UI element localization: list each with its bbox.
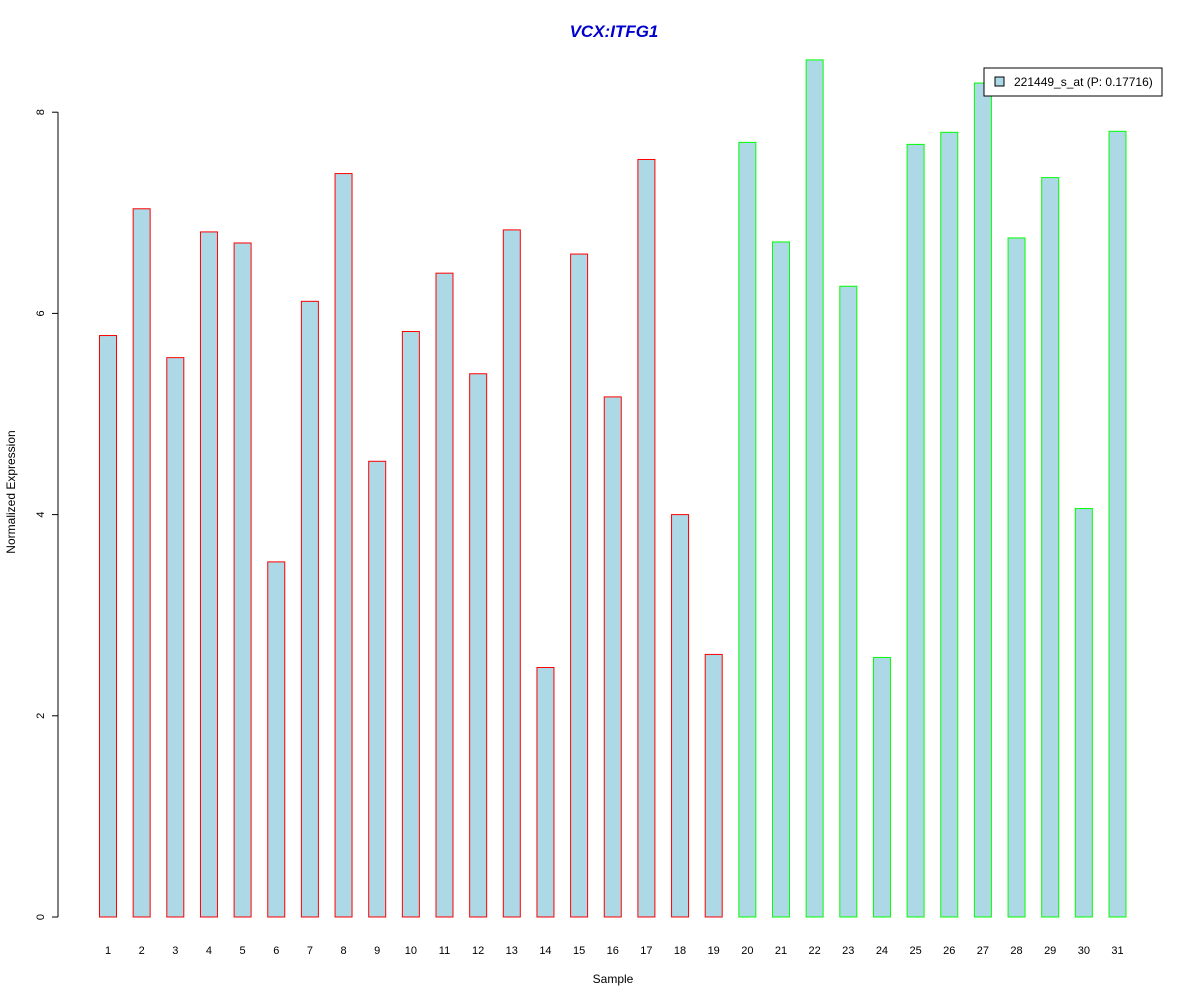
x-tick-label-15: 15 xyxy=(573,945,585,957)
y-tick-label: 2 xyxy=(35,713,47,719)
bar-sample-12 xyxy=(469,373,488,918)
bar-sample-6 xyxy=(267,561,286,918)
bar-sample-21 xyxy=(772,241,790,918)
x-tick-label-9: 9 xyxy=(374,945,380,957)
bar-sample-30 xyxy=(1074,508,1093,918)
bar-sample-13 xyxy=(502,229,521,918)
x-tick-label-2: 2 xyxy=(139,945,145,957)
y-tick-label: 0 xyxy=(35,914,47,920)
x-tick-label-3: 3 xyxy=(172,945,178,957)
bar-sample-20 xyxy=(738,141,757,918)
x-tick-label-19: 19 xyxy=(708,945,720,957)
x-tick-label-14: 14 xyxy=(539,945,551,957)
legend-swatch xyxy=(994,76,1005,87)
y-axis: 0 2 4 6 8 xyxy=(35,109,59,920)
y-axis-label: Normalized Expression xyxy=(4,430,18,553)
x-tick-label-27: 27 xyxy=(977,945,989,957)
x-tick-label-25: 25 xyxy=(909,945,921,957)
x-tick-label-22: 22 xyxy=(809,945,821,957)
bar-sample-18 xyxy=(671,514,690,918)
legend-entry-label: 221449_s_at (P: 0.17716) xyxy=(1014,75,1153,89)
bar-sample-11 xyxy=(435,272,454,918)
x-tick-label-21: 21 xyxy=(775,945,787,957)
bar-sample-2 xyxy=(132,208,151,918)
y-tick-label: 4 xyxy=(35,512,47,518)
y-tick-label: 8 xyxy=(35,109,47,115)
bar-sample-16 xyxy=(603,396,622,918)
x-tick-label-4: 4 xyxy=(206,945,212,957)
bar-sample-17 xyxy=(637,158,656,918)
x-tick-label-31: 31 xyxy=(1111,945,1123,957)
bar-sample-26 xyxy=(940,131,959,918)
x-tick-label-24: 24 xyxy=(876,945,888,957)
bars-group xyxy=(99,59,1127,918)
bar-sample-8 xyxy=(334,173,353,918)
bar-sample-3 xyxy=(166,357,185,918)
bar-sample-28 xyxy=(1007,237,1026,918)
x-tick-label-7: 7 xyxy=(307,945,313,957)
x-tick-label-16: 16 xyxy=(607,945,619,957)
x-tick-label-18: 18 xyxy=(674,945,686,957)
x-tick-label-5: 5 xyxy=(240,945,246,957)
x-tick-label-6: 6 xyxy=(273,945,279,957)
x-tick-label-10: 10 xyxy=(405,945,417,957)
x-tick-label-12: 12 xyxy=(472,945,484,957)
bar-sample-5 xyxy=(233,242,252,918)
x-tick-label-17: 17 xyxy=(640,945,652,957)
x-tick-label-23: 23 xyxy=(842,945,854,957)
x-tick-label-20: 20 xyxy=(741,945,753,957)
x-tick-label-11: 11 xyxy=(439,945,450,957)
x-tick-label-13: 13 xyxy=(506,945,518,957)
x-tick-label-28: 28 xyxy=(1010,945,1022,957)
bar-sample-24 xyxy=(872,656,891,918)
bar-sample-1 xyxy=(99,335,117,918)
x-tick-label-8: 8 xyxy=(340,945,346,957)
bar-sample-23 xyxy=(839,285,858,918)
bar-sample-7 xyxy=(300,300,319,918)
x-tick-labels: 1 2 3 4 5 6 7 8 9 10 11 12 13 14 15 16 17 18 19 20 21 22 23 24 2… xyxy=(105,945,1124,957)
bar-sample-9 xyxy=(368,460,387,918)
bar-sample-22 xyxy=(805,59,824,918)
bar-sample-10 xyxy=(401,331,420,918)
bar-sample-19 xyxy=(704,653,723,918)
bar-sample-14 xyxy=(536,667,555,918)
bar-sample-4 xyxy=(199,231,218,918)
x-axis-label: Sample xyxy=(593,972,634,986)
x-tick-label-1: 1 xyxy=(105,945,111,957)
y-tick-label: 6 xyxy=(35,310,47,316)
bar-sample-29 xyxy=(1041,177,1060,918)
bar-sample-25 xyxy=(906,143,925,918)
chart-title: VCX:ITFG1 xyxy=(570,22,659,41)
x-tick-label-30: 30 xyxy=(1078,945,1090,957)
bar-sample-31 xyxy=(1108,130,1127,918)
legend: 221449_s_at (P: 0.17716) xyxy=(983,67,1163,97)
x-tick-label-26: 26 xyxy=(943,945,955,957)
bar-sample-27 xyxy=(973,82,992,918)
legend-box xyxy=(983,67,1163,97)
bar-sample-15 xyxy=(570,253,589,918)
x-tick-label-29: 29 xyxy=(1044,945,1056,957)
